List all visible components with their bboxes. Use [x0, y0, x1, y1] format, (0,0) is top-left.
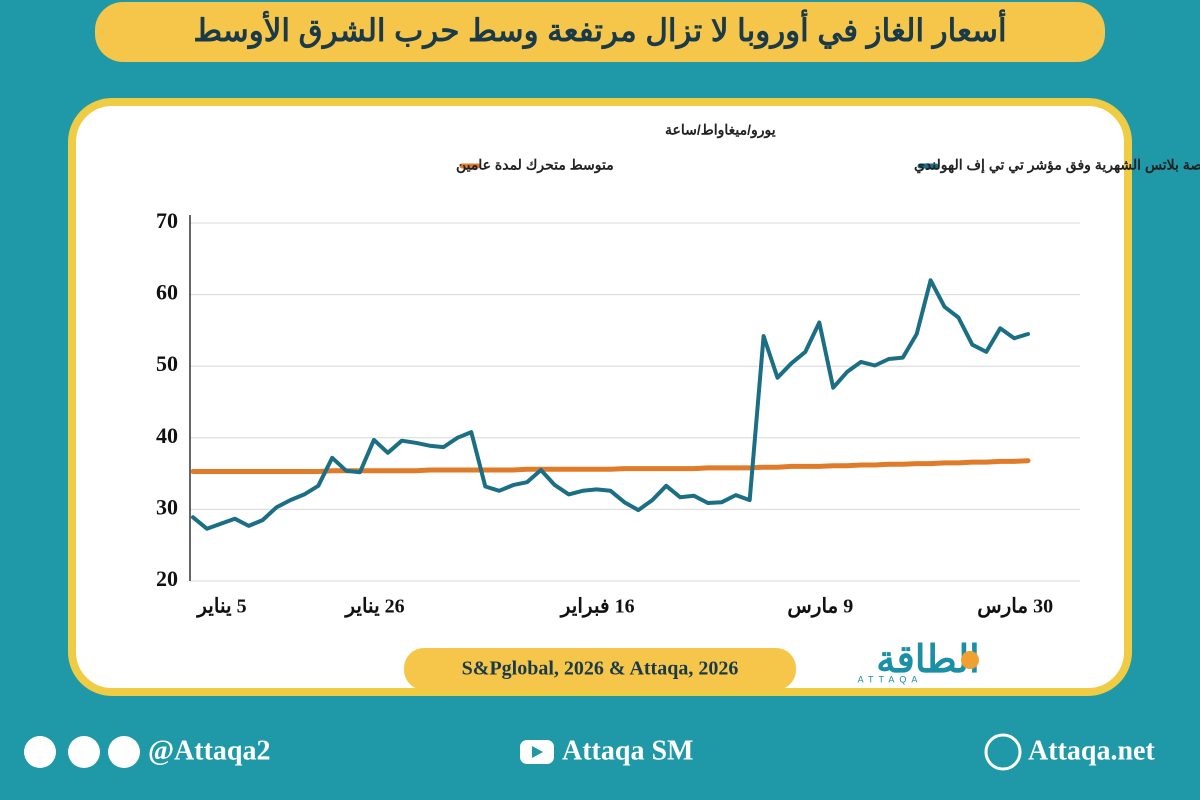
- chart-card: [68, 98, 1132, 696]
- social-icons: [24, 733, 1022, 771]
- icon-instagram[interactable]: [68, 736, 100, 768]
- y-tick-label: 50: [156, 351, 178, 376]
- source: S&Pglobal, 2026 & Attaqa, 2026: [462, 658, 739, 680]
- logo-sub: ATTAQA: [858, 674, 923, 684]
- source-pill: [404, 648, 796, 690]
- icon-x[interactable]: [24, 736, 56, 768]
- icon-facebook[interactable]: [108, 736, 140, 768]
- legend-label: تقييمات منصة بلاتس الشهرية وفق مؤشر تي ت…: [914, 157, 1200, 175]
- y-tick-label: 60: [156, 280, 178, 305]
- series-line: [191, 278, 1030, 531]
- y-axis-title: يورو/ميغاواط/ساعة: [665, 122, 776, 139]
- footer-social[interactable]: @Attaqa2: [148, 735, 271, 766]
- y-tick-label: 30: [156, 494, 178, 519]
- icon-globe[interactable]: [984, 733, 1022, 771]
- logo-drop: [961, 651, 979, 669]
- x-tick-label: 5 يناير: [195, 596, 246, 619]
- x-tick-label: 26 يناير: [343, 596, 404, 619]
- y-tick-label: 40: [156, 423, 178, 448]
- series-line: [190, 458, 1031, 474]
- legend-label: متوسط متحرك لمدة عامين: [456, 157, 614, 174]
- x-tick-label: 9 مارس: [787, 596, 853, 619]
- y-tick-label: 70: [156, 208, 178, 233]
- y-tick-label: 20: [156, 566, 178, 591]
- footer-youtube[interactable]: Attaqa SM: [562, 735, 693, 766]
- title-banner: [95, 2, 1105, 62]
- title: أسعار الغاز في أوروبا لا تزال مرتفعة وسط…: [193, 9, 1006, 50]
- footer-website[interactable]: Attaqa.net: [1028, 735, 1155, 766]
- x-tick-label: 30 مارس: [977, 596, 1053, 619]
- icon-play: [532, 746, 543, 758]
- x-tick-label: 16 فبراير: [559, 596, 635, 619]
